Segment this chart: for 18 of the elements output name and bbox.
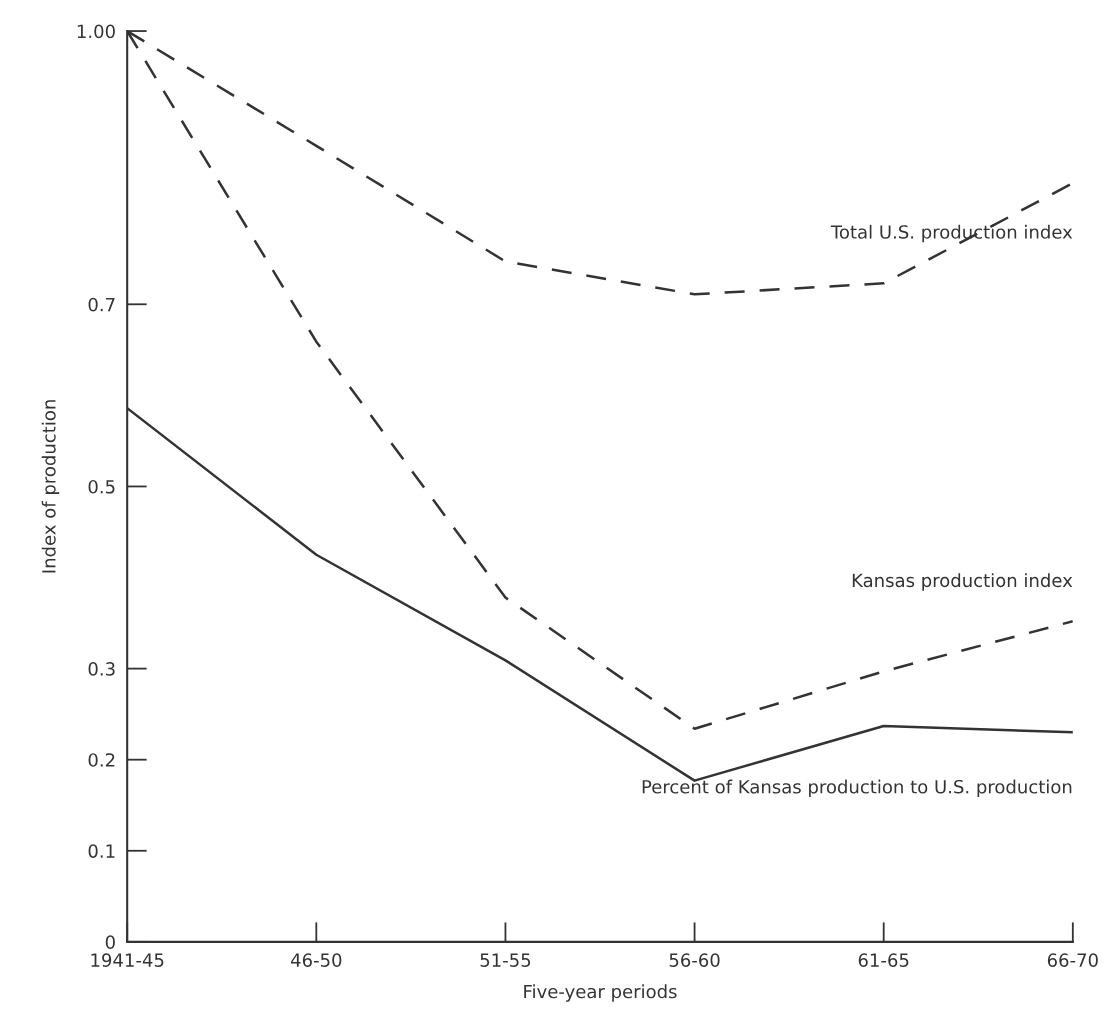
x-tick-label: 51-55 [480, 953, 531, 967]
y-tick-label: 0.3 [88, 662, 115, 676]
x-tick-label: 66-70 [1047, 953, 1098, 967]
y-tick-label: 0.1 [88, 844, 115, 858]
x-axis-title: Five-year periods [524, 984, 677, 1002]
x-tick-label: 61-65 [858, 953, 909, 967]
series-label: Kansas production index [852, 573, 1073, 591]
series-label: Percent of Kansas production to U.S. production [642, 779, 1072, 798]
y-tick-label: 0.7 [88, 297, 115, 312]
y-tick-label: 1.00 [77, 24, 115, 39]
y-tick-label: 0 [105, 935, 115, 949]
y-axis-title: Index of production [41, 400, 60, 573]
y-tick-label: 0.5 [88, 479, 115, 494]
y-tick-label: 0.2 [88, 753, 115, 767]
x-tick-label: 46-50 [290, 953, 342, 967]
series-label: Total U.S. production index [830, 224, 1073, 243]
x-tick-label: 56-60 [669, 953, 720, 967]
x-tick-label: 1941-45 [91, 953, 164, 967]
